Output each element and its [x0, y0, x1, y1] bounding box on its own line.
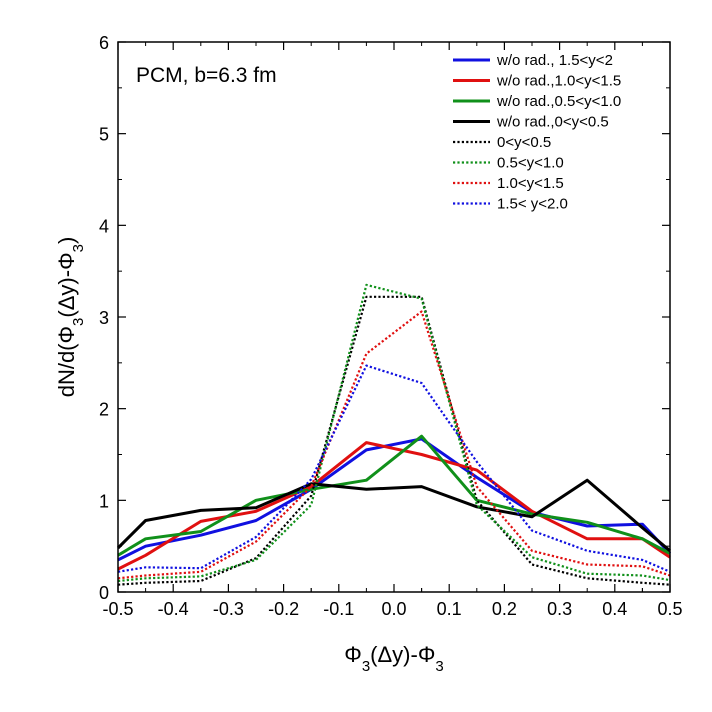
- series-line-3: [117, 434, 671, 557]
- legend-label-5: 0<y<0.5: [497, 134, 551, 151]
- x-tick-label: 0.0: [381, 599, 406, 619]
- series-layer: [116, 283, 672, 586]
- legend-label-3: w/o rad.,0.5<y<1.0: [496, 93, 621, 110]
- x-tick-label: 0.1: [437, 599, 462, 619]
- x-tick-label: -0.1: [323, 599, 354, 619]
- y-tick-label: 4: [99, 216, 109, 236]
- x-tick-label: 0.3: [547, 599, 572, 619]
- legend-label-6: 0.5<y<1.0: [497, 155, 564, 172]
- ticks-layer: -0.5 -0.4 -0.3 -0.2 -0.1 0.0 0.1 0.2 0.3 0.4 0.5 0 1…: [99, 33, 683, 619]
- series-line-8: [117, 364, 671, 573]
- x-axis-label: Φ3(Δy)-Φ3: [344, 642, 443, 675]
- y-tick-label: 6: [99, 33, 109, 53]
- legend-label-1: w/o rad., 1.5<y<2: [496, 52, 613, 69]
- x-tick-label: -0.4: [158, 599, 189, 619]
- y-axis-label: dN/d(Φ3(Δy)-Φ3): [54, 237, 87, 398]
- series-line-2: [117, 441, 671, 571]
- series-line-6: [117, 283, 671, 583]
- series-line-5: [117, 295, 671, 586]
- x-tick-label: -0.3: [213, 599, 244, 619]
- legend-label-8: 1.5< y<2.0: [497, 196, 568, 213]
- y-tick-label: 3: [99, 308, 109, 328]
- x-tick-label: 0.4: [602, 599, 627, 619]
- legend: w/o rad., 1.5<y<2 w/o rad.,1.0<y<1.5 w/o r…: [453, 52, 621, 213]
- x-tick-label: -0.2: [268, 599, 299, 619]
- y-tick-label: 1: [99, 491, 109, 511]
- y-tick-label: 2: [99, 400, 109, 420]
- legend-label-7: 1.0<y<1.5: [497, 175, 564, 192]
- chart-annotation: PCM, b=6.3 fm: [136, 64, 277, 87]
- y-tick-label: 0: [99, 583, 109, 603]
- x-tick-label: 0.5: [657, 599, 682, 619]
- series-line-4: [116, 478, 671, 552]
- legend-label-4: w/o rad.,0<y<0.5: [496, 114, 609, 131]
- series-line-7: [117, 310, 671, 580]
- legend-label-2: w/o rad.,1.0<y<1.5: [496, 73, 621, 90]
- x-tick-label: -0.5: [102, 599, 133, 619]
- x-tick-label: 0.2: [492, 599, 517, 619]
- y-tick-label: 5: [99, 125, 109, 145]
